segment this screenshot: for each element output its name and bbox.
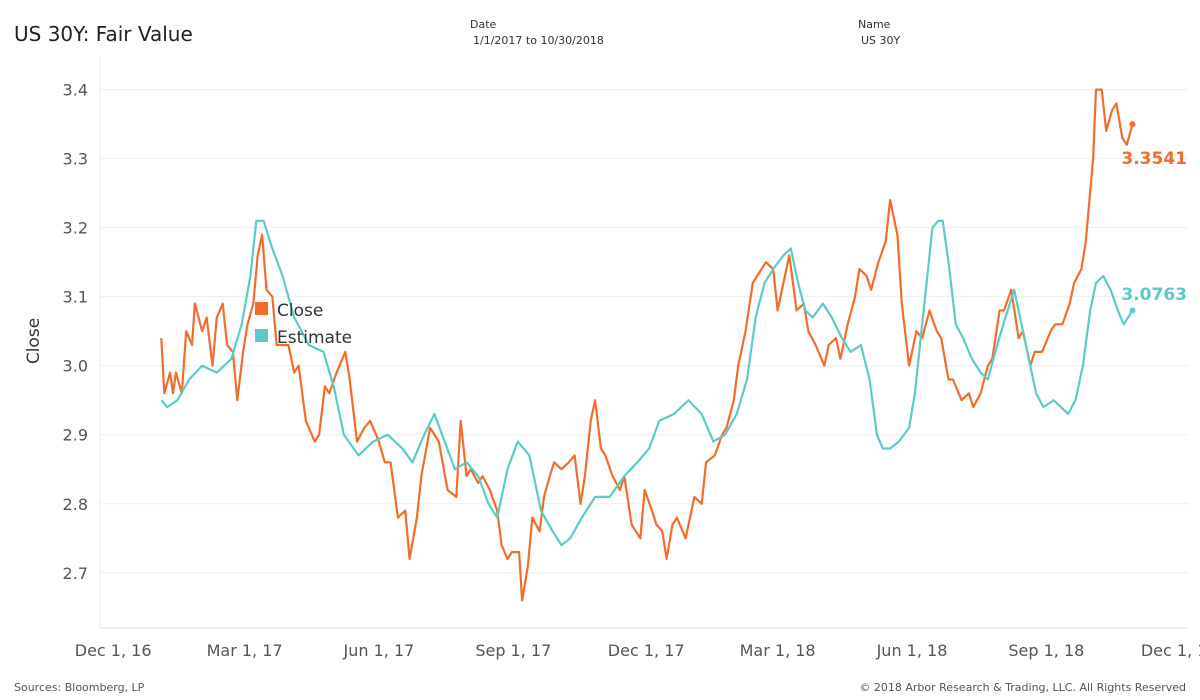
chart-title: US 30Y: Fair Value (14, 22, 193, 46)
date-filter-value: 1/1/2017 to 10/30/2018 (473, 34, 604, 47)
y-tick-label: 3.3 (63, 150, 88, 169)
sources-note: Sources: Bloomberg, LP (14, 681, 145, 694)
series-line-estimate (160, 219, 1134, 547)
legend-swatch-estimate (255, 329, 268, 342)
legend-swatch-close (255, 302, 268, 315)
x-tick-label: Dec 1, 18 (1141, 641, 1200, 660)
x-tick-label: Dec 1, 17 (608, 641, 685, 660)
x-tick-label: Mar 1, 18 (740, 641, 816, 660)
y-tick-label: 2.9 (63, 426, 88, 445)
x-tick-label: Sep 1, 18 (1008, 641, 1084, 660)
x-tick-label: Jun 1, 17 (343, 641, 415, 660)
series-lines (160, 88, 1136, 602)
x-tick-label: Sep 1, 17 (475, 641, 551, 660)
x-axis-ticks: Dec 1, 16 Mar 1, 17 Jun 1, 17 Sep 1, 17 Dec … (75, 641, 1200, 660)
copyright-note: © 2018 Arbor Research & Trading, LLC. Al… (859, 681, 1186, 694)
end-label-estimate: 3.0763 (1121, 285, 1187, 305)
x-tick-label: Dec 1, 16 (75, 641, 152, 660)
legend-label-estimate: Estimate (277, 328, 352, 348)
legend-label-close: Close (277, 301, 323, 321)
series-end-point-close (1129, 121, 1136, 128)
series-line-close (160, 88, 1134, 602)
y-tick-label: 3.1 (63, 288, 88, 307)
y-tick-label: 3.4 (63, 81, 88, 100)
name-filter[interactable]: Name US 30Y (858, 18, 900, 47)
y-axis-ticks: 2.7 2.8 2.9 3.0 3.1 3.2 3.3 3.4 (63, 81, 88, 583)
x-tick-label: Mar 1, 17 (207, 641, 283, 660)
legend[interactable]: Close Estimate (255, 301, 352, 348)
y-tick-label: 3.0 (63, 357, 88, 376)
y-tick-label: 2.7 (63, 564, 88, 583)
name-filter-value: US 30Y (861, 34, 901, 47)
y-tick-label: 3.2 (63, 219, 88, 238)
series-end-point-estimate (1129, 307, 1136, 314)
date-filter[interactable]: Date 1/1/2017 to 10/30/2018 (470, 18, 604, 47)
end-label-close: 3.3541 (1121, 149, 1187, 169)
name-filter-label: Name (858, 18, 891, 31)
y-axis-label: Close (24, 318, 44, 364)
y-tick-label: 2.8 (63, 495, 88, 514)
date-filter-label: Date (470, 18, 497, 31)
x-tick-label: Jun 1, 18 (876, 641, 948, 660)
